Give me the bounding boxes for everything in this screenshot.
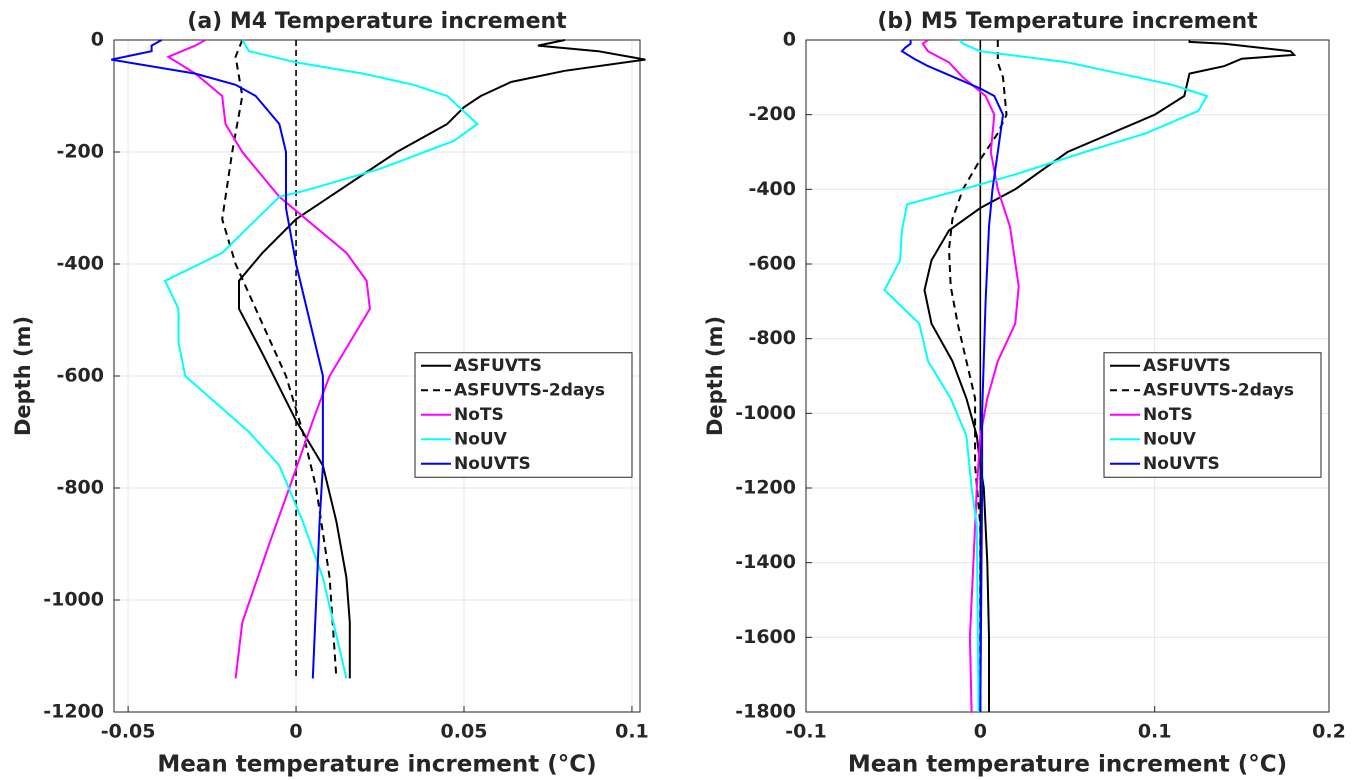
x-tick-label: -0.1 — [785, 721, 827, 743]
x-tick-label: 0.05 — [441, 721, 488, 743]
chart-title: (a) M4 Temperature increment — [187, 9, 567, 34]
y-axis-label: Depth (m) — [11, 316, 35, 436]
legend-label: NoUV — [454, 429, 508, 449]
y-tick-label: -600 — [56, 365, 104, 387]
y-tick-label: -200 — [748, 103, 796, 125]
axes-frame — [113, 39, 641, 713]
legend-label: NoUVTS — [454, 454, 531, 474]
panel: -1200 -1000 -800 -600 -400 -200 0 -0.05 0 0.05 0.1… — [11, 9, 649, 778]
y-axis-label: Depth (m) — [703, 316, 727, 436]
legend-label: ASFUVTS-2days — [1143, 380, 1294, 400]
profile-line — [163, 39, 479, 679]
x-tick-label: 0.1 — [615, 721, 649, 743]
legend-label: NoUVTS — [1143, 454, 1220, 474]
profile-line — [221, 39, 338, 679]
y-tick-label: -400 — [748, 178, 796, 200]
legend-box — [414, 352, 633, 478]
profile-line — [923, 40, 1297, 712]
x-tick-label: 0 — [974, 721, 987, 743]
y-tick-label: -200 — [56, 141, 104, 163]
legend-label: NoUV — [1143, 429, 1197, 449]
profile-line — [900, 40, 1005, 713]
x-axis-label: Mean temperature increment (°C) — [157, 752, 596, 778]
legend-label: NoTS — [1143, 405, 1193, 425]
legend-label: ASFUVTS-2days — [454, 380, 605, 400]
y-tick-label: -1800 — [735, 701, 796, 723]
legend-label: ASFUVTS — [454, 356, 542, 376]
y-tick-label: -400 — [56, 253, 104, 275]
y-tick-label: -800 — [748, 327, 796, 349]
chart-title: (b) M5 Temperature increment — [877, 9, 1258, 34]
profile-line — [166, 39, 371, 679]
panel: -1800 -1600 -1400 -1200 -1000 -800 -600 -400 -20… — [703, 9, 1346, 778]
y-tick-label: 0 — [783, 29, 796, 51]
x-tick-label: -0.05 — [101, 721, 156, 743]
x-tick-label: 0.2 — [1312, 721, 1346, 743]
y-tick-label: -1200 — [735, 477, 796, 499]
y-tick-label: -1600 — [735, 626, 796, 648]
axes-frame — [805, 39, 1330, 713]
y-tick-label: -800 — [56, 477, 104, 499]
profile-line — [111, 39, 324, 679]
profile-line — [238, 39, 646, 679]
profile-line — [921, 39, 1020, 713]
legend-box — [1103, 352, 1322, 478]
legend-label: ASFUVTS — [1143, 356, 1231, 376]
profile-line — [947, 40, 1008, 712]
y-tick-label: 0 — [91, 29, 104, 51]
x-tick-label: 0 — [289, 721, 302, 743]
legend-label: NoTS — [454, 405, 504, 425]
y-tick-label: -1000 — [43, 589, 104, 611]
y-tick-label: -600 — [748, 253, 796, 275]
profile-line — [883, 39, 1209, 713]
x-tick-label: 0.1 — [1138, 721, 1172, 743]
y-tick-label: -1000 — [735, 402, 796, 424]
x-axis-label: Mean temperature increment (°C) — [848, 752, 1287, 778]
y-tick-label: -1400 — [735, 551, 796, 573]
y-tick-label: -1200 — [43, 701, 104, 723]
